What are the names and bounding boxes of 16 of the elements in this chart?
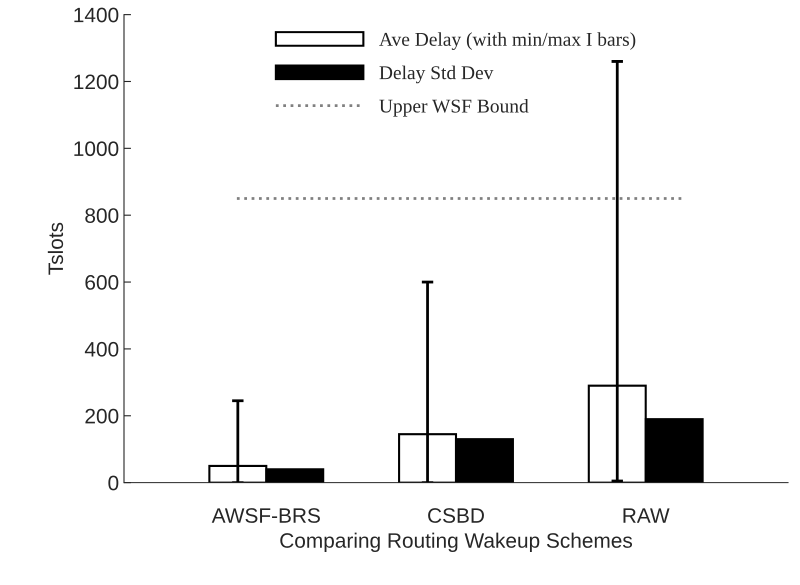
y-tick-label: 1400 [74, 8, 118, 22]
y-tick-label: 1000 [74, 141, 118, 156]
y-tick-label: 400 [84, 342, 118, 357]
x-tick-label: AWSF-BRS [212, 508, 320, 523]
y-tick-label: 1200 [74, 74, 118, 90]
y-tick-label: 800 [85, 208, 118, 223]
x-tick-label: CSBD [428, 508, 484, 523]
y-tick-label: 600 [85, 275, 118, 290]
legend-label: Delay Std Dev [379, 66, 494, 84]
y-tick-label: 0 [108, 476, 118, 490]
y-axis-title: Tslots [48, 222, 64, 275]
y-tick-label: 200 [85, 408, 118, 424]
x-axis-title: Comparing Routing Wakeup Schemes [280, 532, 632, 552]
legend-label: Upper WSF Bound [379, 98, 528, 117]
legend-label: Ave Delay (with min/max I bars) [379, 32, 636, 50]
x-tick-label: RAW [624, 508, 670, 523]
